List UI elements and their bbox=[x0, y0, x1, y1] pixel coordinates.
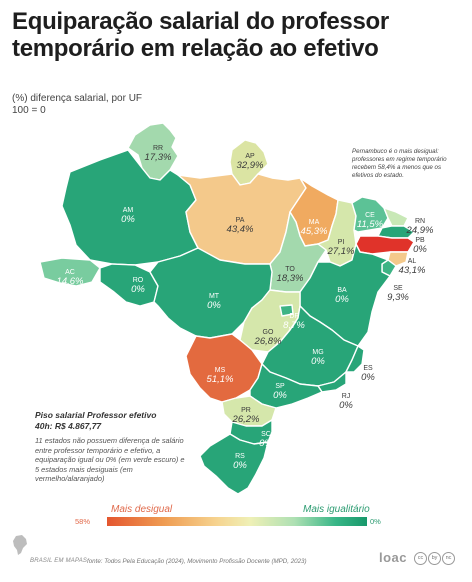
state-ro bbox=[99, 263, 159, 307]
legend-max-label: 0% bbox=[370, 517, 381, 526]
state-uf-label: DF bbox=[289, 313, 298, 320]
state-uf-label: BA bbox=[337, 287, 347, 294]
state-uf-label: RJ bbox=[342, 393, 351, 400]
state-uf-label: AP bbox=[245, 153, 255, 160]
state-uf-label: CE bbox=[365, 212, 375, 219]
state-value-label: 0% bbox=[311, 356, 325, 367]
subtitle: (%) diferença salarial, por UF bbox=[12, 93, 143, 104]
state-uf-label: PA bbox=[236, 217, 245, 224]
state-value-label: 45,3% bbox=[301, 226, 328, 237]
state-value-label: 24,9% bbox=[406, 225, 434, 236]
state-value-label: 0% bbox=[361, 372, 375, 383]
state-uf-label: PB bbox=[415, 237, 425, 244]
cc-icon: cc bbox=[414, 552, 427, 565]
brasil-map-logo-icon bbox=[12, 534, 28, 561]
state-value-label: 0% bbox=[413, 244, 427, 255]
state-al bbox=[387, 251, 409, 267]
state-uf-label: TO bbox=[285, 266, 295, 273]
footer-brand: BRASIL EM MAPAS bbox=[30, 558, 88, 564]
state-uf-label: RN bbox=[415, 218, 425, 225]
state-uf-label: AM bbox=[123, 207, 134, 214]
state-value-label: 43,1% bbox=[399, 265, 426, 276]
piso-description: 11 estados não possuem diferença de salá… bbox=[35, 436, 185, 484]
legend-min-label: 58% bbox=[75, 517, 91, 526]
piso-value: 40h: R$ 4.867,77 bbox=[35, 421, 102, 431]
state-uf-label: PR bbox=[241, 407, 251, 414]
pernambuco-annotation: Pernambuco é o mais desigual: professore… bbox=[352, 148, 447, 179]
state-value-label: 0% bbox=[273, 390, 287, 401]
state-value-label: 18,3% bbox=[277, 273, 304, 284]
state-uf-label: RO bbox=[133, 277, 144, 284]
state-uf-label: SP bbox=[275, 383, 285, 390]
state-value-label: 0% bbox=[121, 214, 135, 225]
state-uf-label: AC bbox=[65, 269, 75, 276]
state-uf-label: RS bbox=[235, 453, 245, 460]
legend-right-label: Mais igualitário bbox=[303, 504, 370, 515]
base-note: 100 = 0 bbox=[12, 105, 46, 116]
state-value-label: 0% bbox=[207, 300, 221, 311]
state-value-label: 0% bbox=[131, 284, 145, 295]
by-icon: by bbox=[428, 552, 441, 565]
state-value-label: 43,4% bbox=[227, 224, 254, 235]
nc-icon: nc bbox=[442, 552, 455, 565]
state-value-label: 26,2% bbox=[232, 414, 260, 425]
state-value-label: 27,1% bbox=[327, 246, 355, 257]
state-value-label: 9,3% bbox=[387, 292, 409, 303]
state-value-label: 26,8% bbox=[254, 336, 282, 347]
state-uf-label: ES bbox=[363, 365, 373, 372]
state-uf-label: AL bbox=[408, 258, 417, 265]
state-sp bbox=[249, 363, 323, 409]
legend-left-label: Mais desigual bbox=[111, 504, 173, 515]
state-uf-label: PI bbox=[338, 239, 345, 246]
state-rs bbox=[199, 433, 269, 495]
legend-gradient-bar bbox=[107, 517, 367, 526]
state-uf-label: MG bbox=[312, 349, 323, 356]
state-value-label: 0% bbox=[339, 400, 353, 411]
state-value-label: 8,7% bbox=[283, 320, 305, 331]
page-title: Equiparação salarial do professor tempor… bbox=[12, 8, 389, 62]
state-value-label: 0% bbox=[335, 294, 349, 305]
state-value-label: 51,1% bbox=[207, 374, 234, 385]
state-value-label: 11,5% bbox=[357, 219, 384, 230]
state-uf-label: GO bbox=[263, 329, 274, 336]
state-rr bbox=[127, 122, 179, 181]
state-value-label: 0% bbox=[259, 438, 273, 449]
state-value-label: 32,9% bbox=[237, 160, 264, 171]
footer-source: fonte: Todos Pela Educação (2024), Movim… bbox=[87, 558, 307, 565]
state-ac bbox=[39, 257, 101, 287]
state-uf-label: SE bbox=[393, 285, 403, 292]
state-uf-label: MT bbox=[209, 293, 220, 300]
state-value-label: 0% bbox=[233, 460, 247, 471]
state-uf-label: MS bbox=[215, 367, 226, 374]
state-df bbox=[279, 304, 294, 317]
state-uf-label: RR bbox=[153, 145, 163, 152]
piso-title: Piso salarial Professor efetivo bbox=[35, 410, 157, 420]
state-value-label: 14,6% bbox=[57, 276, 84, 287]
state-value-label: 17,3% bbox=[145, 152, 172, 163]
state-rn bbox=[383, 207, 409, 227]
state-uf-label: MA bbox=[309, 219, 320, 226]
loac-logo: loac bbox=[379, 550, 408, 565]
state-uf-label: SC bbox=[261, 431, 271, 438]
